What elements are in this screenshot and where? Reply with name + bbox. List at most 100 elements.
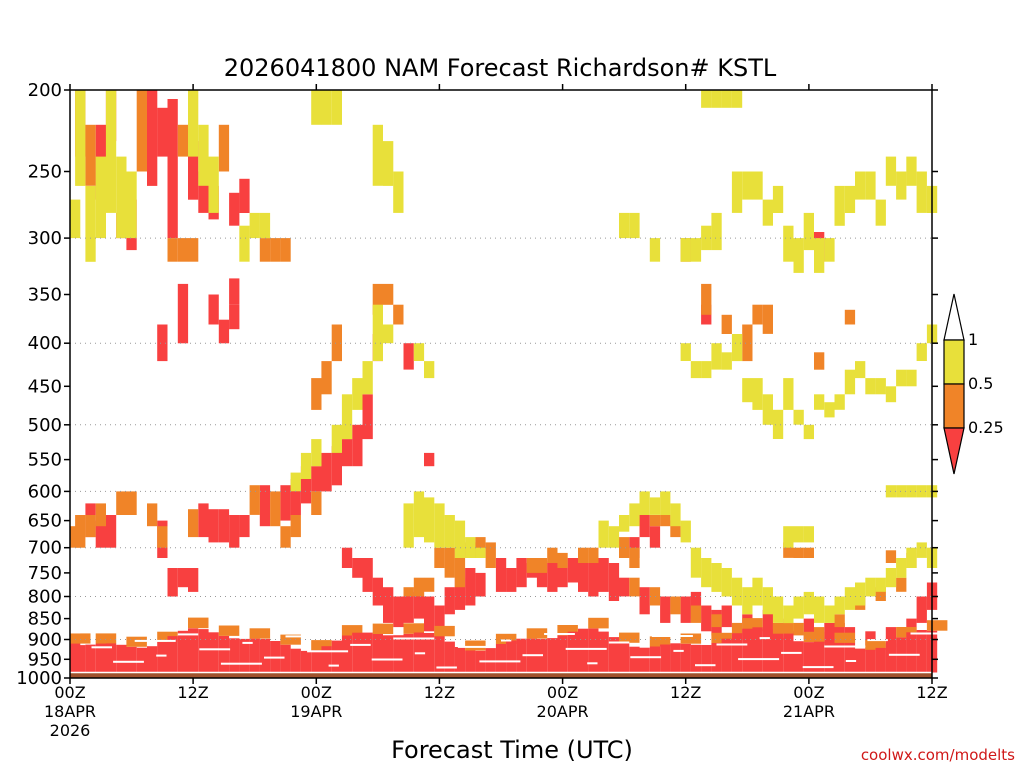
boundary-gap-15 [393, 637, 435, 640]
cell-2-95 [906, 156, 917, 186]
boundary-cell-33 [403, 633, 414, 673]
cell-1-1 [136, 90, 147, 172]
cell-2-92 [875, 199, 886, 226]
cell-2-68 [906, 547, 917, 568]
cell-0-39 [352, 424, 363, 467]
cell-1-35 [731, 622, 743, 636]
cell-2-37 [475, 547, 486, 558]
cell-1-30 [629, 577, 640, 597]
cell-2-30 [403, 503, 414, 548]
cell-2-123 [896, 369, 907, 387]
cell-2-17 [383, 141, 394, 186]
cell-1-59 [557, 552, 568, 568]
cell-2-5 [116, 156, 127, 239]
cell-2-102 [680, 343, 691, 361]
cell-2-83 [783, 225, 794, 262]
boundary-cell-74 [824, 641, 835, 673]
cell-2-100 [721, 90, 732, 108]
boundary-top-cell-60 [680, 633, 702, 644]
cell-2-107 [731, 334, 743, 362]
cell-2-110 [762, 394, 773, 425]
ytick-label-250: 250 [28, 162, 62, 183]
cell-2-38 [598, 520, 609, 548]
cell-1-68 [188, 509, 199, 538]
cell-0-24 [177, 568, 189, 588]
boundary-gap-22 [544, 633, 575, 635]
cell-2-47 [690, 547, 702, 578]
cell-1-12 [331, 324, 342, 362]
cell-2-43 [649, 497, 661, 515]
boundary-cell-56 [639, 647, 650, 673]
xtick-label-4-0: 00Z [547, 683, 578, 702]
boundary-cell-47 [547, 638, 558, 673]
boundary-top-cell-69 [772, 623, 794, 634]
boundary-cell-29 [362, 632, 373, 673]
boundary-top-cell-57 [649, 636, 671, 647]
cell-1-13 [321, 361, 332, 395]
cell-1-50 [814, 352, 825, 370]
cell-2-99 [711, 90, 722, 108]
ground-layer [70, 617, 952, 678]
ytick-label-650: 650 [28, 511, 62, 532]
ytick-label-1000: 1000 [16, 668, 62, 689]
boundary-cell-54 [619, 642, 630, 673]
xtick-label-6-0: 00Z [793, 683, 824, 702]
boundary-top-cell-78 [865, 639, 886, 650]
cell-1-16 [249, 485, 260, 515]
cell-0-13 [218, 319, 230, 344]
boundary-cell-37 [444, 641, 455, 673]
boundary-cell-10 [167, 636, 178, 673]
xtick-label-5-0: 12Z [670, 683, 701, 702]
boundary-cell-38 [454, 647, 466, 673]
boundary-gap-39 [910, 632, 952, 635]
boundary-top-cell-33 [403, 623, 424, 634]
cell-2-67 [896, 558, 907, 578]
cell-1-61 [536, 558, 548, 573]
boundary-gap-5 [177, 633, 199, 636]
boundary-cell-2 [85, 644, 96, 673]
cell-2-15 [331, 90, 342, 125]
boundary-cell-36 [434, 636, 445, 673]
boundary-cell-64 [721, 638, 732, 673]
cell-1-57 [578, 547, 589, 563]
xtick-label-3-0: 12Z [424, 683, 455, 702]
cell-1-64 [424, 577, 435, 592]
cell-2-55 [772, 596, 784, 623]
boundary-gap-20 [501, 639, 512, 642]
boundary-cell-52 [598, 631, 609, 673]
boundary-top-cell-54 [619, 632, 640, 643]
cell-0-54 [557, 558, 568, 588]
cell-2-65 [875, 577, 886, 592]
cell-2-69 [916, 542, 927, 558]
cell-0-19 [105, 515, 117, 548]
boundary-gap-0 [70, 631, 81, 634]
boundary-cell-78 [865, 649, 876, 673]
cell-2-133 [793, 526, 804, 543]
boundary-gap-33 [781, 651, 802, 654]
cell-1-27 [649, 515, 661, 527]
boundary-cell-1 [75, 645, 86, 673]
boundary-cell-19 [259, 638, 271, 673]
cell-1-14 [311, 378, 322, 410]
cell-1-66 [290, 515, 301, 538]
xtick-label-2-0: 00Z [301, 683, 332, 702]
boundary-gap-18 [457, 645, 489, 648]
cell-2-58 [803, 591, 814, 615]
ytick-label-550: 550 [28, 450, 62, 471]
boundary-cell-50 [578, 628, 589, 673]
cell-2-11 [249, 212, 260, 239]
cell-2-89 [844, 185, 856, 213]
boundary-cell-25 [321, 646, 332, 673]
boundary-cell-11 [177, 630, 189, 673]
cell-2-71 [619, 212, 630, 239]
boundary-top-cell-0 [70, 633, 91, 644]
cell-1-52 [762, 304, 773, 334]
boundary-cell-63 [711, 643, 722, 673]
cell-1-74 [85, 515, 96, 538]
cell-2-42 [639, 491, 650, 515]
boundary-gap-31 [738, 658, 780, 661]
cell-1-62 [526, 558, 537, 573]
cell-0-37 [331, 446, 342, 486]
plot-frame [69, 89, 933, 679]
cell-1-20 [444, 547, 455, 578]
